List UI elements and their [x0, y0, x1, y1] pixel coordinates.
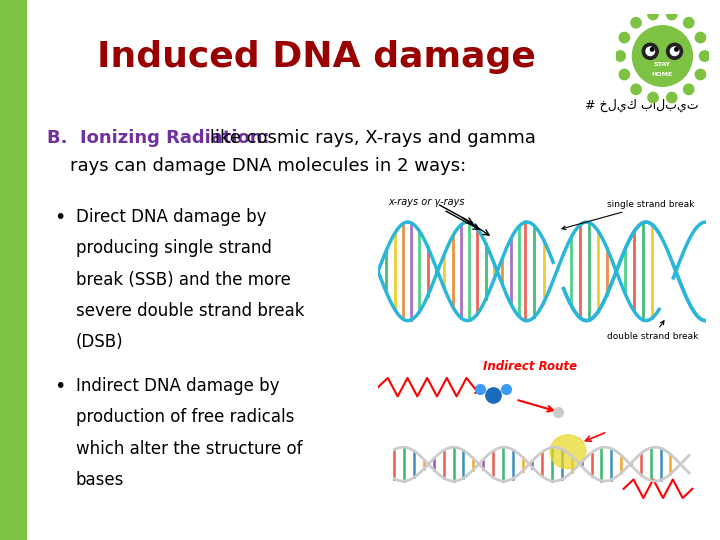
Circle shape — [619, 32, 629, 43]
Text: free radical: free radical — [549, 394, 600, 403]
Text: which alter the structure of: which alter the structure of — [76, 440, 302, 458]
Circle shape — [642, 43, 658, 59]
Circle shape — [683, 17, 694, 28]
Text: rays can damage DNA molecules in 2 ways:: rays can damage DNA molecules in 2 ways: — [47, 157, 466, 176]
Text: radiation: radiation — [634, 498, 674, 508]
Text: production of free radicals: production of free radicals — [76, 408, 294, 427]
Text: x-rays or γ-rays: x-rays or γ-rays — [388, 197, 464, 207]
Circle shape — [648, 9, 658, 19]
Text: producing single strand: producing single strand — [76, 239, 271, 258]
Circle shape — [619, 69, 629, 80]
Text: bases: bases — [76, 471, 124, 489]
Circle shape — [646, 47, 654, 56]
Bar — [0, 0, 27, 540]
Circle shape — [615, 51, 626, 61]
Text: Indirect Route: Indirect Route — [483, 360, 577, 373]
Text: DAMAGE: DAMAGE — [460, 496, 510, 506]
Text: severe double strand break: severe double strand break — [76, 302, 304, 320]
Circle shape — [675, 48, 678, 51]
Text: Direct DNA damage by: Direct DNA damage by — [76, 208, 266, 226]
Circle shape — [667, 92, 677, 103]
Circle shape — [550, 435, 586, 469]
Circle shape — [667, 9, 677, 19]
Text: DAMAGE: DAMAGE — [608, 421, 662, 431]
Circle shape — [683, 84, 694, 94]
Text: water: water — [480, 374, 505, 383]
Text: break (SSB) and the more: break (SSB) and the more — [76, 271, 290, 289]
Text: B.  Ionizing Radiation:: B. Ionizing Radiation: — [47, 129, 269, 147]
Text: radiation: radiation — [384, 397, 426, 406]
Text: STAY: STAY — [654, 63, 671, 68]
Circle shape — [631, 17, 642, 28]
Text: double strand break: double strand break — [608, 321, 698, 341]
Circle shape — [699, 51, 710, 61]
Circle shape — [631, 84, 642, 94]
Circle shape — [670, 47, 679, 56]
Text: •: • — [54, 207, 66, 227]
Circle shape — [648, 92, 658, 103]
Circle shape — [696, 69, 706, 80]
Circle shape — [632, 26, 693, 86]
Text: Indirect DNA damage by: Indirect DNA damage by — [76, 377, 279, 395]
Text: (DSB): (DSB) — [76, 333, 123, 352]
Text: single strand break: single strand break — [562, 200, 695, 230]
Text: # خليك بالبيت: # خليك بالبيت — [585, 99, 698, 112]
Circle shape — [696, 32, 706, 43]
Text: Induced DNA damage: Induced DNA damage — [97, 40, 536, 73]
Text: •: • — [54, 376, 66, 396]
Text: HOME: HOME — [652, 72, 673, 77]
Circle shape — [667, 43, 683, 59]
Text: like cosmic rays, X-rays and gamma: like cosmic rays, X-rays and gamma — [204, 129, 536, 147]
Circle shape — [650, 48, 654, 51]
